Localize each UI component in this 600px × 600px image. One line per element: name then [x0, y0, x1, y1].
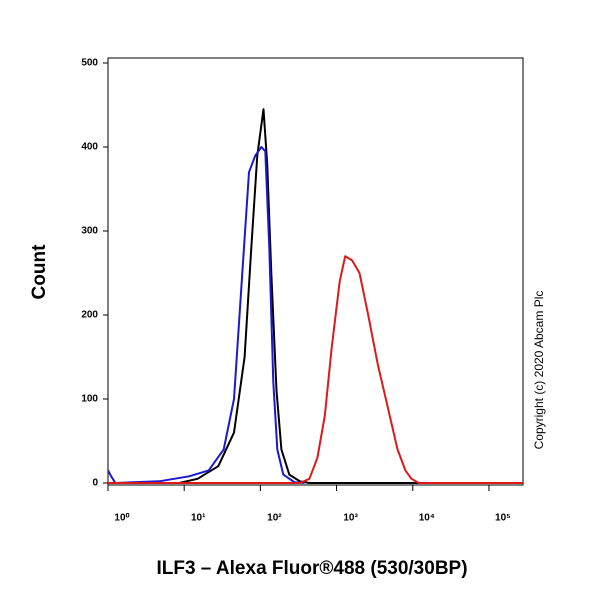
y-tick-label: 200 — [81, 310, 98, 321]
y-tick-label: 300 — [81, 226, 98, 237]
x-tick-label: 10² — [267, 513, 282, 524]
plot-frame — [107, 57, 524, 486]
x-tick-label: 10⁴ — [419, 513, 435, 524]
x-tick-label: 10³ — [343, 513, 358, 524]
y-tick-label: 0 — [92, 478, 98, 489]
histogram-line — [108, 108, 523, 484]
x-tick-label: 10⁵ — [495, 513, 511, 524]
histogram-line — [108, 255, 523, 484]
x-tick-label: 10⁰ — [114, 513, 129, 524]
y-axis-title: Count — [29, 244, 50, 300]
y-tick-label: 400 — [81, 142, 98, 153]
y-tick-label: 500 — [81, 58, 98, 69]
x-tick-label: 10¹ — [191, 513, 206, 524]
copyright-note: Copyright (c) 2020 Abcam Plc — [532, 291, 546, 450]
histogram-line — [107, 146, 305, 484]
y-tick-label: 100 — [81, 394, 98, 405]
x-axis-title: ILF3 – Alexa Fluor®488 (530/30BP) — [156, 558, 467, 579]
